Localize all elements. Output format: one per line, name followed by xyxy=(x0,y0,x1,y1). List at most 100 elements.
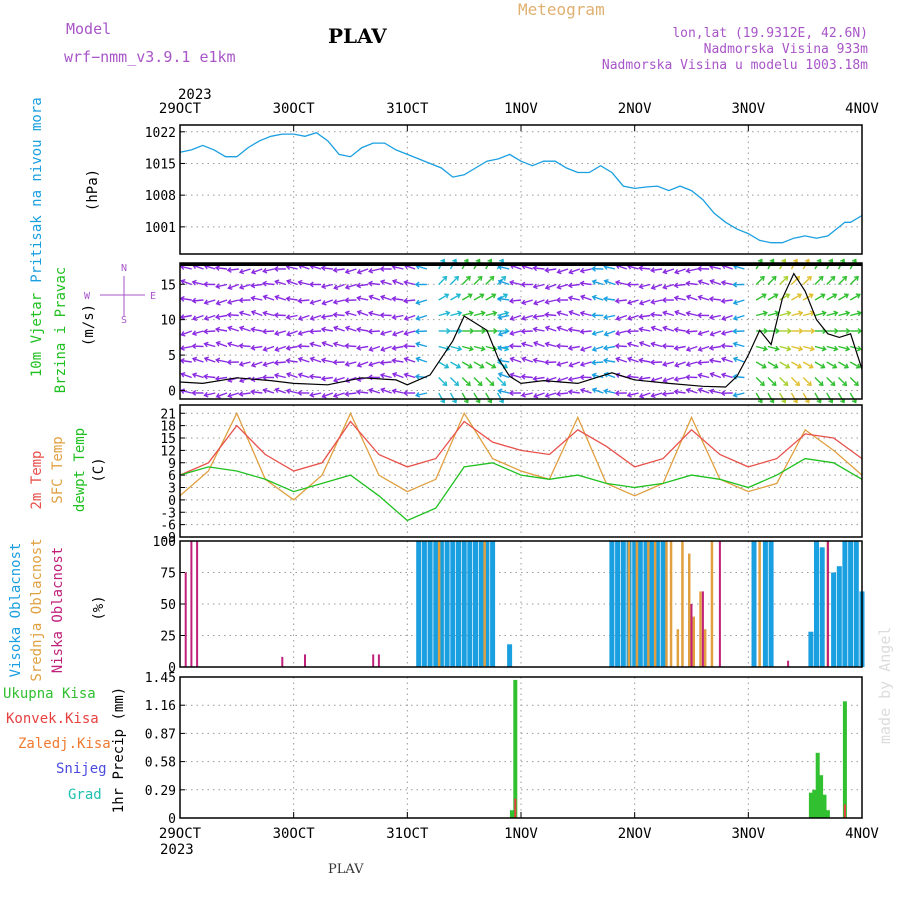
wind-arrow-head xyxy=(638,393,644,399)
wind-arrow xyxy=(592,280,604,286)
wind-arrow xyxy=(239,326,251,332)
cloud-bar-mid xyxy=(681,541,684,667)
precip-bar xyxy=(509,810,514,818)
wind-arrow-head xyxy=(309,341,315,348)
wind-arrow-head xyxy=(521,356,527,363)
wind-arrow-head xyxy=(697,372,703,379)
wind-arrow xyxy=(592,296,604,301)
wind-arrow-head xyxy=(356,326,362,333)
wind-arrow-head xyxy=(297,390,303,396)
wind-arrow-head xyxy=(415,392,421,398)
wind-arrow xyxy=(838,293,849,301)
wind-arrow xyxy=(802,276,812,285)
pressure-ytick-label: 1001 xyxy=(145,221,176,236)
wind-arrow xyxy=(228,392,240,397)
wind-arrow-head xyxy=(238,391,244,397)
wind-arrow-head xyxy=(720,298,726,304)
wind-arrow-head xyxy=(332,299,338,305)
wind-arrow-head xyxy=(180,279,186,285)
wind-arrow xyxy=(310,343,322,348)
cloud-bar-mid xyxy=(688,553,691,667)
wind-arrow xyxy=(580,295,592,301)
wind-arrow-head xyxy=(614,390,620,397)
x-top-tick-label: 31OCT xyxy=(386,101,429,117)
wind-arrow xyxy=(568,283,580,287)
wind-arrow xyxy=(557,311,569,317)
wind-arrow xyxy=(709,314,722,319)
wind-arrow-head xyxy=(673,282,679,289)
wind-arrow-head xyxy=(508,297,514,304)
wind-arrow-head xyxy=(732,299,738,306)
wind-arrow xyxy=(721,357,733,363)
wind-arrow xyxy=(357,391,369,394)
wind-arrow-head xyxy=(380,387,386,394)
wind-arrow xyxy=(557,283,569,289)
wind-arrow-head xyxy=(214,265,220,271)
wind-arrow-head xyxy=(215,300,221,306)
wind-arrow-head xyxy=(685,267,691,274)
wind-arrow xyxy=(615,281,627,286)
wind-arrow-head xyxy=(650,311,655,318)
wind-arrow xyxy=(616,357,628,363)
wind-arrow-head xyxy=(673,326,679,333)
wind-arrow xyxy=(275,345,287,351)
sfc-temp-line xyxy=(179,411,863,501)
wind-arrow xyxy=(826,312,838,317)
wind-arrow-head xyxy=(567,282,573,289)
cloud-bar-high xyxy=(461,541,467,667)
wind-arrow-head xyxy=(285,314,291,320)
wind-arrow-head xyxy=(821,345,827,352)
wind-arrow xyxy=(228,283,240,289)
wind-arrow-head xyxy=(180,372,186,378)
wind-arrow xyxy=(192,281,204,286)
wind-arrow xyxy=(322,299,334,305)
precip-ytick-label: 1.45 xyxy=(145,671,176,686)
x-bottom-tick-label: 3NOV xyxy=(731,826,765,842)
wind-arrow-head xyxy=(532,326,538,333)
wind-arrow xyxy=(369,268,381,273)
wind-arrow-head xyxy=(455,293,462,299)
wind-arrow xyxy=(779,361,790,369)
wind-arrow xyxy=(227,268,239,271)
wind-arrow-head xyxy=(638,357,644,364)
wind-arrow xyxy=(686,345,698,351)
wind-arrow xyxy=(392,265,404,270)
wind-arrow xyxy=(522,357,533,363)
wind-arrow-head xyxy=(497,345,503,351)
wind-arrow xyxy=(204,265,216,270)
wind-arrow-head xyxy=(493,328,498,334)
wind-arrow-head xyxy=(533,300,539,306)
wind-arrow xyxy=(790,377,800,386)
wind-arrow-head xyxy=(591,359,597,366)
wind-arrow xyxy=(545,268,557,272)
wind-arrow xyxy=(849,377,859,386)
wind-arrow xyxy=(416,265,428,270)
wind-arrow xyxy=(449,276,459,285)
wind-arrow xyxy=(239,344,251,348)
pressure-ytick-label: 1008 xyxy=(145,189,176,204)
wind-arrow xyxy=(814,345,826,350)
wind-arrow-head xyxy=(603,371,609,378)
wind-arrow-head xyxy=(454,275,460,281)
temperature-ytick-label: 9 xyxy=(168,457,176,472)
wind-arrow-head xyxy=(414,281,420,288)
wind-arrow xyxy=(533,359,545,363)
wind-arrow-head xyxy=(771,381,777,387)
wind-arrow xyxy=(674,296,686,301)
wind-arrow-head xyxy=(720,343,726,349)
wind-arrow-head xyxy=(457,345,463,352)
wind-arrow xyxy=(380,374,392,379)
wind-arrow-head xyxy=(274,279,280,285)
wind-arrow-head xyxy=(203,281,208,288)
temp-ylabel-2m: 2m Temp xyxy=(29,450,45,509)
wind-arrow-head xyxy=(556,284,562,290)
x-top-tick-label: 1NOV xyxy=(504,101,538,117)
x-bottom-year: 2023 xyxy=(160,842,194,858)
wind-arrow xyxy=(849,276,859,285)
x-bottom-tick-label: 31OCT xyxy=(386,826,429,842)
wind-arrow xyxy=(416,314,428,320)
wind-arrow-head xyxy=(392,331,398,337)
wind-arrow xyxy=(698,361,710,364)
wind-arrow xyxy=(663,361,675,366)
wind-arrow xyxy=(228,342,239,348)
